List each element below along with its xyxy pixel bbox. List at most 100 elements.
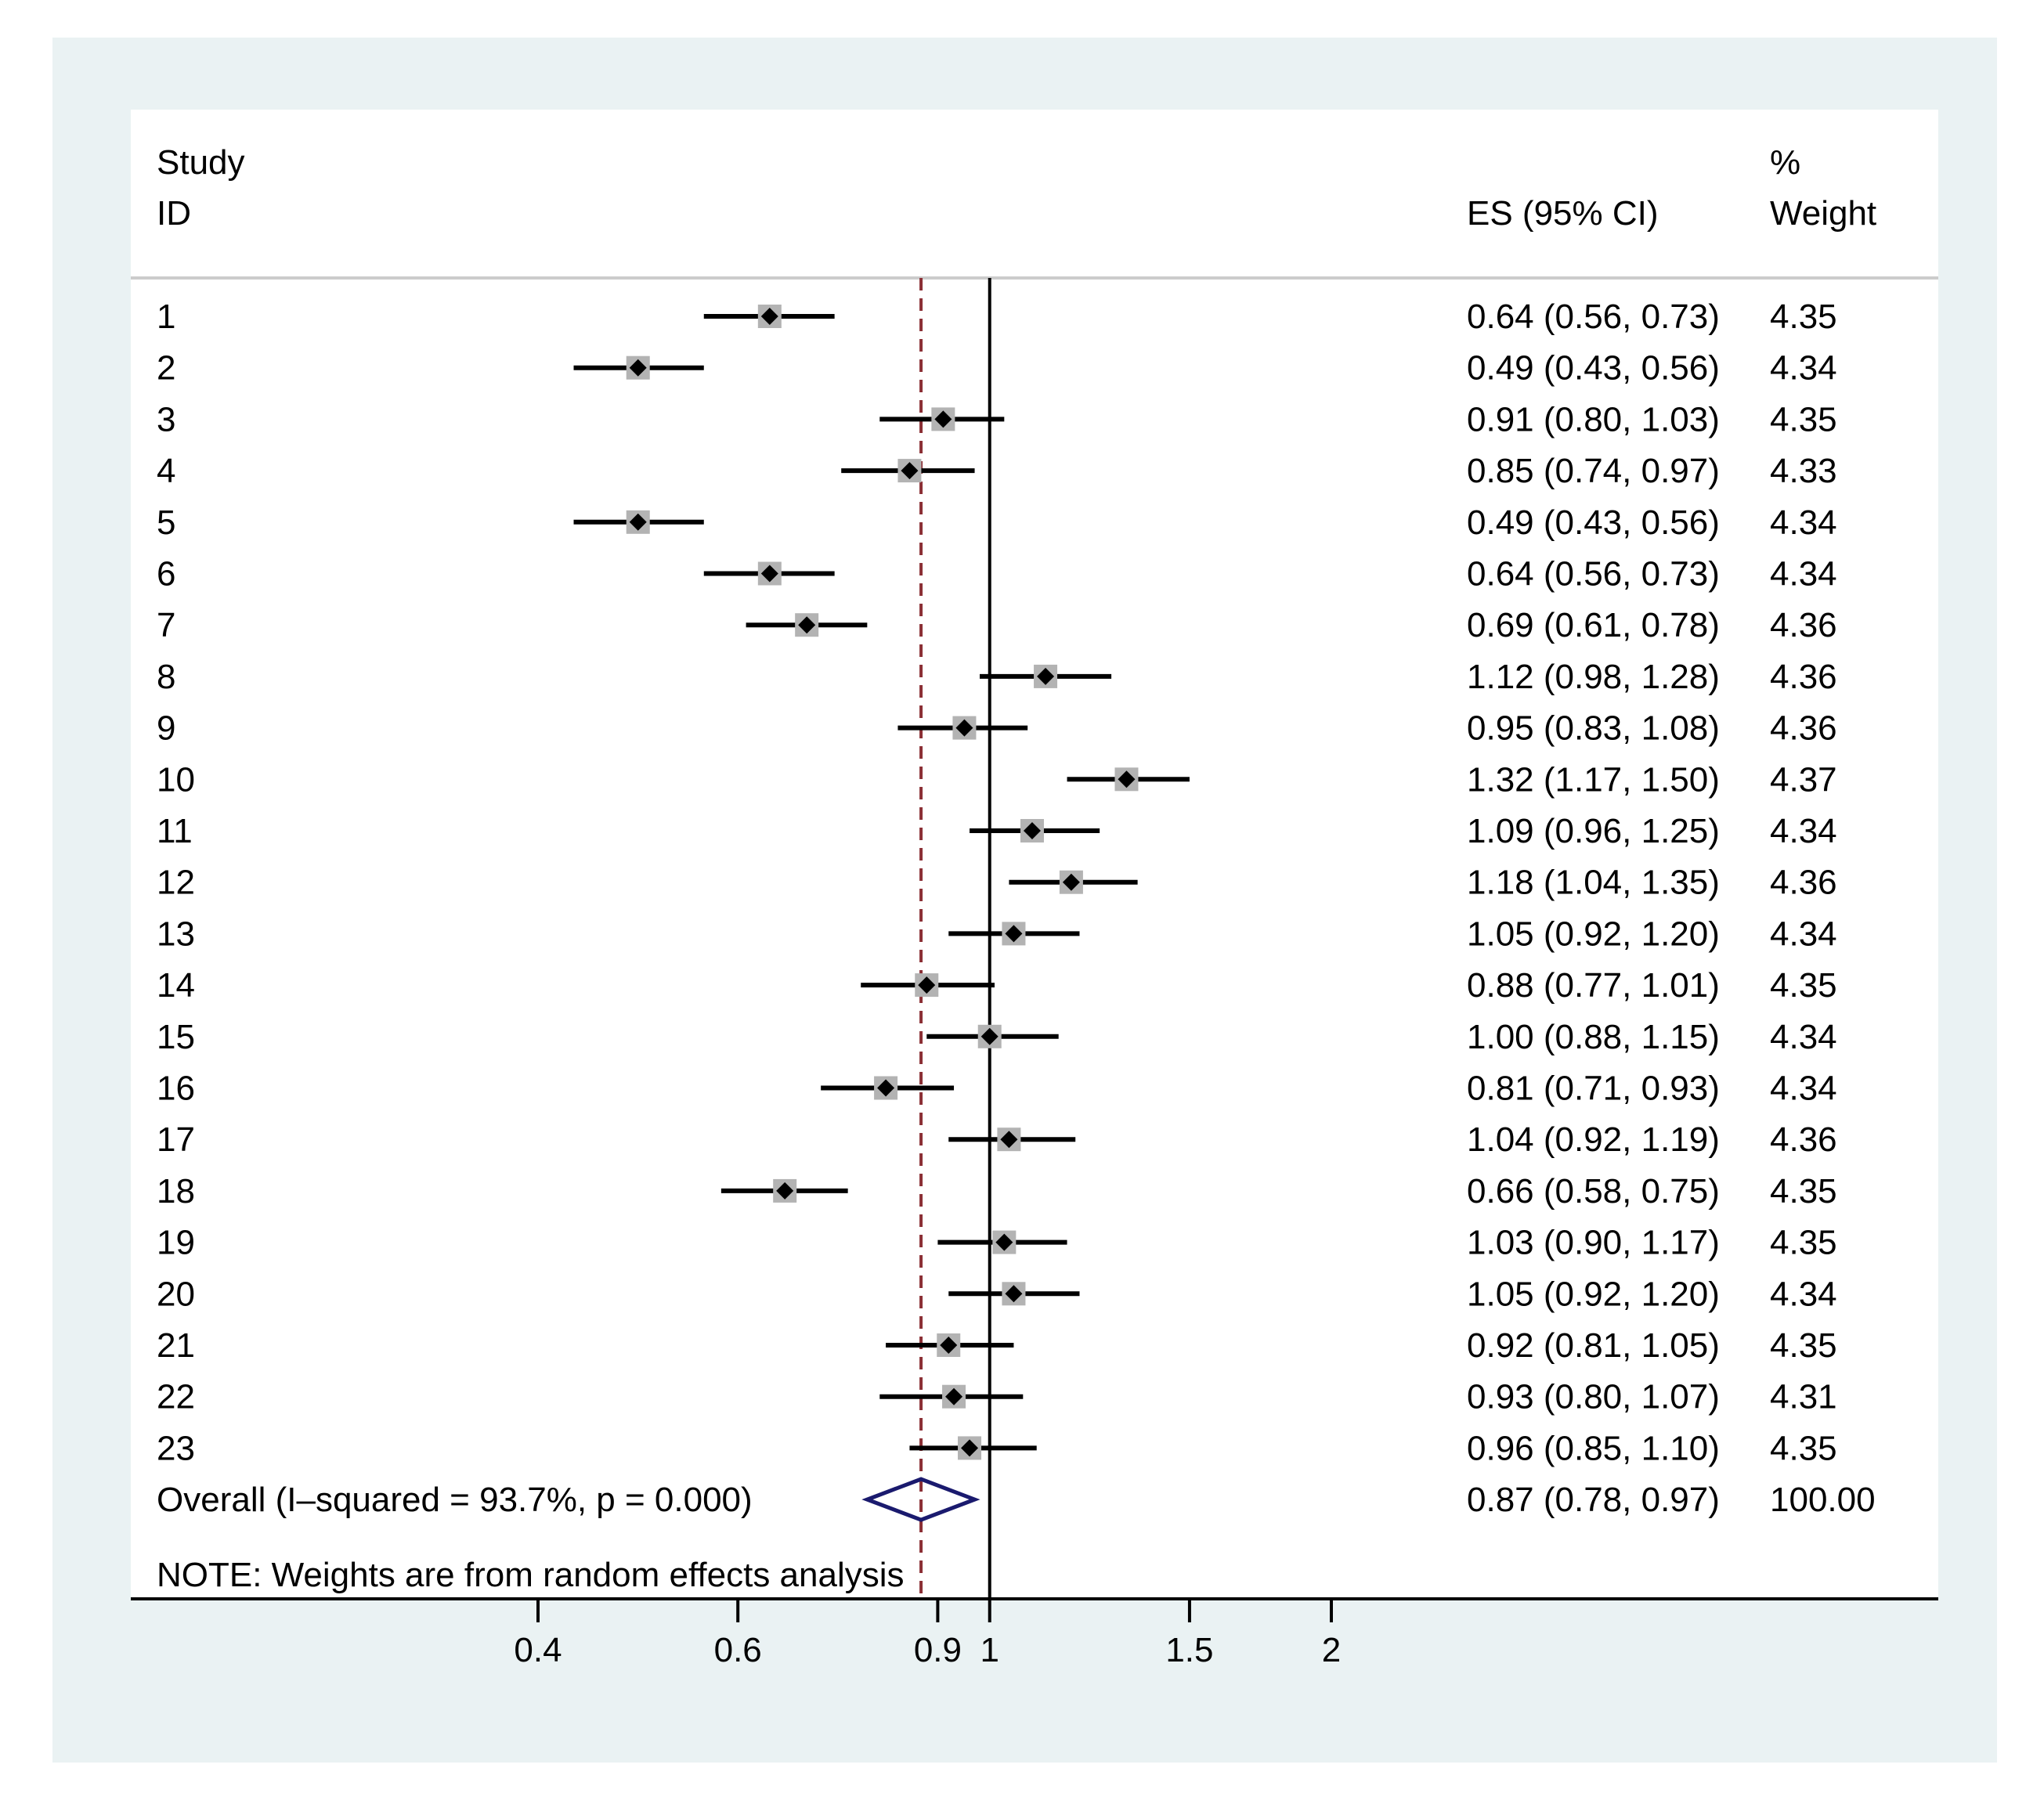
study-row: 23 0.96 (0.85, 1.10) 4.35 bbox=[157, 1429, 1837, 1467]
study-row: 16 0.81 (0.71, 0.93) 4.34 bbox=[157, 1070, 1837, 1108]
es-ci-value: 1.05 (0.92, 1.20) bbox=[1467, 1275, 1720, 1313]
weight-value: 4.34 bbox=[1770, 555, 1837, 594]
point-estimate-marker bbox=[760, 565, 778, 583]
point-estimate-marker bbox=[1023, 822, 1041, 839]
point-estimate-marker bbox=[798, 616, 816, 634]
es-ci-value: 0.92 (0.81, 1.05) bbox=[1467, 1326, 1720, 1365]
study-row: 15 1.00 (0.88, 1.15) 4.34 bbox=[157, 1018, 1837, 1056]
study-id: 9 bbox=[157, 709, 175, 748]
study-id: 21 bbox=[157, 1326, 195, 1365]
study-row: 22 0.93 (0.80, 1.07) 4.31 bbox=[157, 1378, 1837, 1416]
point-estimate-marker bbox=[877, 1079, 895, 1097]
x-tick-label: 1 bbox=[980, 1631, 999, 1669]
es-ci-value: 0.64 (0.56, 0.73) bbox=[1467, 555, 1720, 594]
weight-value: 4.34 bbox=[1770, 1275, 1837, 1313]
weight-value: 4.35 bbox=[1770, 400, 1837, 438]
study-row: 20 1.05 (0.92, 1.20) 4.34 bbox=[157, 1275, 1837, 1313]
study-row: 2 0.49 (0.43, 0.56) 4.34 bbox=[157, 349, 1837, 388]
weight-value: 4.34 bbox=[1770, 503, 1837, 542]
point-estimate-marker bbox=[961, 1439, 979, 1457]
weight-value: 4.35 bbox=[1770, 298, 1837, 336]
study-id: 1 bbox=[157, 298, 175, 336]
note-text: NOTE: Weights are from random effects an… bbox=[157, 1556, 905, 1594]
study-id: 23 bbox=[157, 1429, 195, 1467]
overall-label: Overall (I–squared = 93.7%, p = 0.000) bbox=[157, 1481, 753, 1519]
study-id: 12 bbox=[157, 864, 195, 902]
study-id: 13 bbox=[157, 915, 195, 953]
study-rows: 1 0.64 (0.56, 0.73) 4.35 2 0.49 (0.43, 0.56)… bbox=[157, 298, 1837, 1467]
es-ci-value: 0.88 (0.77, 1.01) bbox=[1467, 966, 1720, 1005]
study-row: 6 0.64 (0.56, 0.73) 4.34 bbox=[157, 555, 1837, 594]
study-id: 8 bbox=[157, 658, 175, 696]
weight-value: 4.35 bbox=[1770, 1172, 1837, 1210]
point-estimate-marker bbox=[776, 1182, 794, 1200]
study-row: 3 0.91 (0.80, 1.03) 4.35 bbox=[157, 400, 1837, 438]
study-row: 14 0.88 (0.77, 1.01) 4.35 bbox=[157, 966, 1837, 1005]
overall-weight: 100.00 bbox=[1770, 1481, 1876, 1519]
study-row: 17 1.04 (0.92, 1.19) 4.36 bbox=[157, 1120, 1837, 1159]
es-ci-value: 0.85 (0.74, 0.97) bbox=[1467, 452, 1720, 490]
weight-value: 4.34 bbox=[1770, 812, 1837, 850]
es-ci-value: 0.91 (0.80, 1.03) bbox=[1467, 400, 1720, 438]
es-ci-value: 1.09 (0.96, 1.25) bbox=[1467, 812, 1720, 850]
es-ci-value: 0.95 (0.83, 1.08) bbox=[1467, 709, 1720, 748]
study-row: 4 0.85 (0.74, 0.97) 4.33 bbox=[157, 452, 1837, 490]
study-row: 9 0.95 (0.83, 1.08) 4.36 bbox=[157, 709, 1837, 748]
point-estimate-marker bbox=[955, 719, 973, 737]
es-ci-value: 0.49 (0.43, 0.56) bbox=[1467, 503, 1720, 542]
es-ci-value: 1.05 (0.92, 1.20) bbox=[1467, 915, 1720, 953]
study-row: 11 1.09 (0.96, 1.25) 4.34 bbox=[157, 812, 1837, 850]
point-estimate-marker bbox=[629, 513, 647, 531]
es-ci-value: 0.96 (0.85, 1.10) bbox=[1467, 1429, 1720, 1467]
es-ci-value: 0.66 (0.58, 0.75) bbox=[1467, 1172, 1720, 1210]
study-row: 8 1.12 (0.98, 1.28) 4.36 bbox=[157, 658, 1837, 696]
study-id: 20 bbox=[157, 1275, 195, 1313]
point-estimate-marker bbox=[1062, 873, 1080, 891]
weight-value: 4.36 bbox=[1770, 606, 1837, 644]
point-estimate-marker bbox=[934, 410, 952, 428]
es-ci-value: 1.04 (0.92, 1.19) bbox=[1467, 1120, 1720, 1159]
es-ci-value: 1.18 (1.04, 1.35) bbox=[1467, 864, 1720, 902]
study-id: 10 bbox=[157, 760, 195, 799]
weight-value: 4.31 bbox=[1770, 1378, 1837, 1416]
es-ci-value: 0.49 (0.43, 0.56) bbox=[1467, 349, 1720, 388]
study-row: 10 1.32 (1.17, 1.50) 4.37 bbox=[157, 760, 1837, 799]
weight-value: 4.34 bbox=[1770, 1018, 1837, 1056]
point-estimate-marker bbox=[1005, 925, 1023, 943]
study-id: 22 bbox=[157, 1378, 195, 1416]
weight-value: 4.34 bbox=[1770, 349, 1837, 388]
point-estimate-marker bbox=[1118, 770, 1136, 788]
overall-row: Overall (I–squared = 93.7%, p = 0.000) 0.… bbox=[157, 1477, 1876, 1522]
x-tick-label: 0.9 bbox=[914, 1631, 962, 1669]
point-estimate-marker bbox=[995, 1233, 1013, 1251]
point-estimate-marker bbox=[980, 1027, 999, 1045]
point-estimate-marker bbox=[918, 976, 936, 994]
study-id: 2 bbox=[157, 349, 175, 388]
table-header: Study ID ES (95% CI) % Weight bbox=[157, 143, 1876, 233]
header-weight: Weight bbox=[1770, 194, 1876, 233]
point-estimate-marker bbox=[901, 462, 919, 480]
study-id: 16 bbox=[157, 1070, 195, 1108]
es-ci-value: 1.12 (0.98, 1.28) bbox=[1467, 658, 1720, 696]
weight-value: 4.33 bbox=[1770, 452, 1837, 490]
study-row: 7 0.69 (0.61, 0.78) 4.36 bbox=[157, 606, 1837, 644]
point-estimate-marker bbox=[760, 308, 778, 325]
point-estimate-marker bbox=[940, 1337, 958, 1354]
study-row: 5 0.49 (0.43, 0.56) 4.34 bbox=[157, 503, 1837, 542]
point-estimate-marker bbox=[1000, 1131, 1018, 1149]
es-ci-value: 1.32 (1.17, 1.50) bbox=[1467, 760, 1720, 799]
point-estimate-marker bbox=[945, 1387, 963, 1405]
weight-value: 4.35 bbox=[1770, 1224, 1837, 1262]
study-id: 19 bbox=[157, 1224, 195, 1262]
study-id: 4 bbox=[157, 452, 175, 490]
study-row: 13 1.05 (0.92, 1.20) 4.34 bbox=[157, 915, 1837, 953]
point-estimate-marker bbox=[1037, 667, 1055, 685]
weight-value: 4.34 bbox=[1770, 915, 1837, 953]
point-estimate-marker bbox=[629, 359, 647, 377]
header-study: Study bbox=[157, 143, 245, 182]
weight-value: 4.35 bbox=[1770, 1326, 1837, 1365]
weight-value: 4.35 bbox=[1770, 1429, 1837, 1467]
study-row: 1 0.64 (0.56, 0.73) 4.35 bbox=[157, 298, 1837, 336]
es-ci-value: 1.00 (0.88, 1.15) bbox=[1467, 1018, 1720, 1056]
